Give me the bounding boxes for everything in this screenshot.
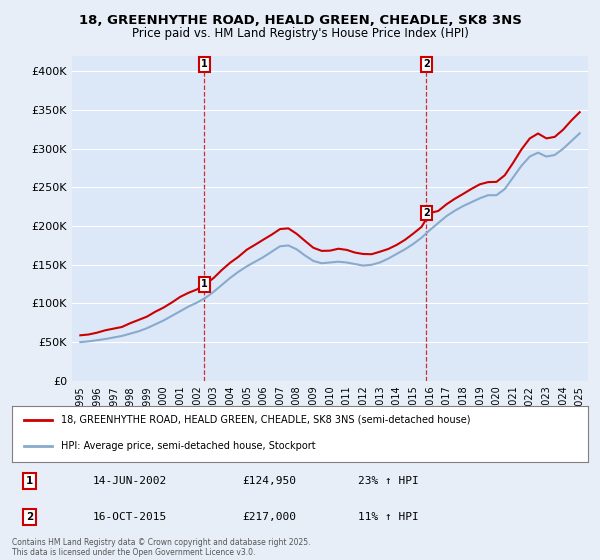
Text: 23% ↑ HPI: 23% ↑ HPI (358, 476, 418, 486)
Text: 11% ↑ HPI: 11% ↑ HPI (358, 512, 418, 522)
Text: 1: 1 (26, 476, 33, 486)
Text: Contains HM Land Registry data © Crown copyright and database right 2025.
This d: Contains HM Land Registry data © Crown c… (12, 538, 311, 557)
Text: 18, GREENHYTHE ROAD, HEALD GREEN, CHEADLE, SK8 3NS (semi-detached house): 18, GREENHYTHE ROAD, HEALD GREEN, CHEADL… (61, 415, 470, 425)
Text: 2: 2 (26, 512, 33, 522)
Text: 18, GREENHYTHE ROAD, HEALD GREEN, CHEADLE, SK8 3NS: 18, GREENHYTHE ROAD, HEALD GREEN, CHEADL… (79, 14, 521, 27)
Text: 14-JUN-2002: 14-JUN-2002 (92, 476, 167, 486)
Text: 2: 2 (423, 59, 430, 69)
Text: £217,000: £217,000 (242, 512, 296, 522)
Text: 1: 1 (201, 279, 208, 289)
Text: 16-OCT-2015: 16-OCT-2015 (92, 512, 167, 522)
Text: 2: 2 (423, 208, 430, 218)
Text: 1: 1 (201, 59, 208, 69)
Text: Price paid vs. HM Land Registry's House Price Index (HPI): Price paid vs. HM Land Registry's House … (131, 27, 469, 40)
Text: HPI: Average price, semi-detached house, Stockport: HPI: Average price, semi-detached house,… (61, 441, 316, 451)
Text: £124,950: £124,950 (242, 476, 296, 486)
